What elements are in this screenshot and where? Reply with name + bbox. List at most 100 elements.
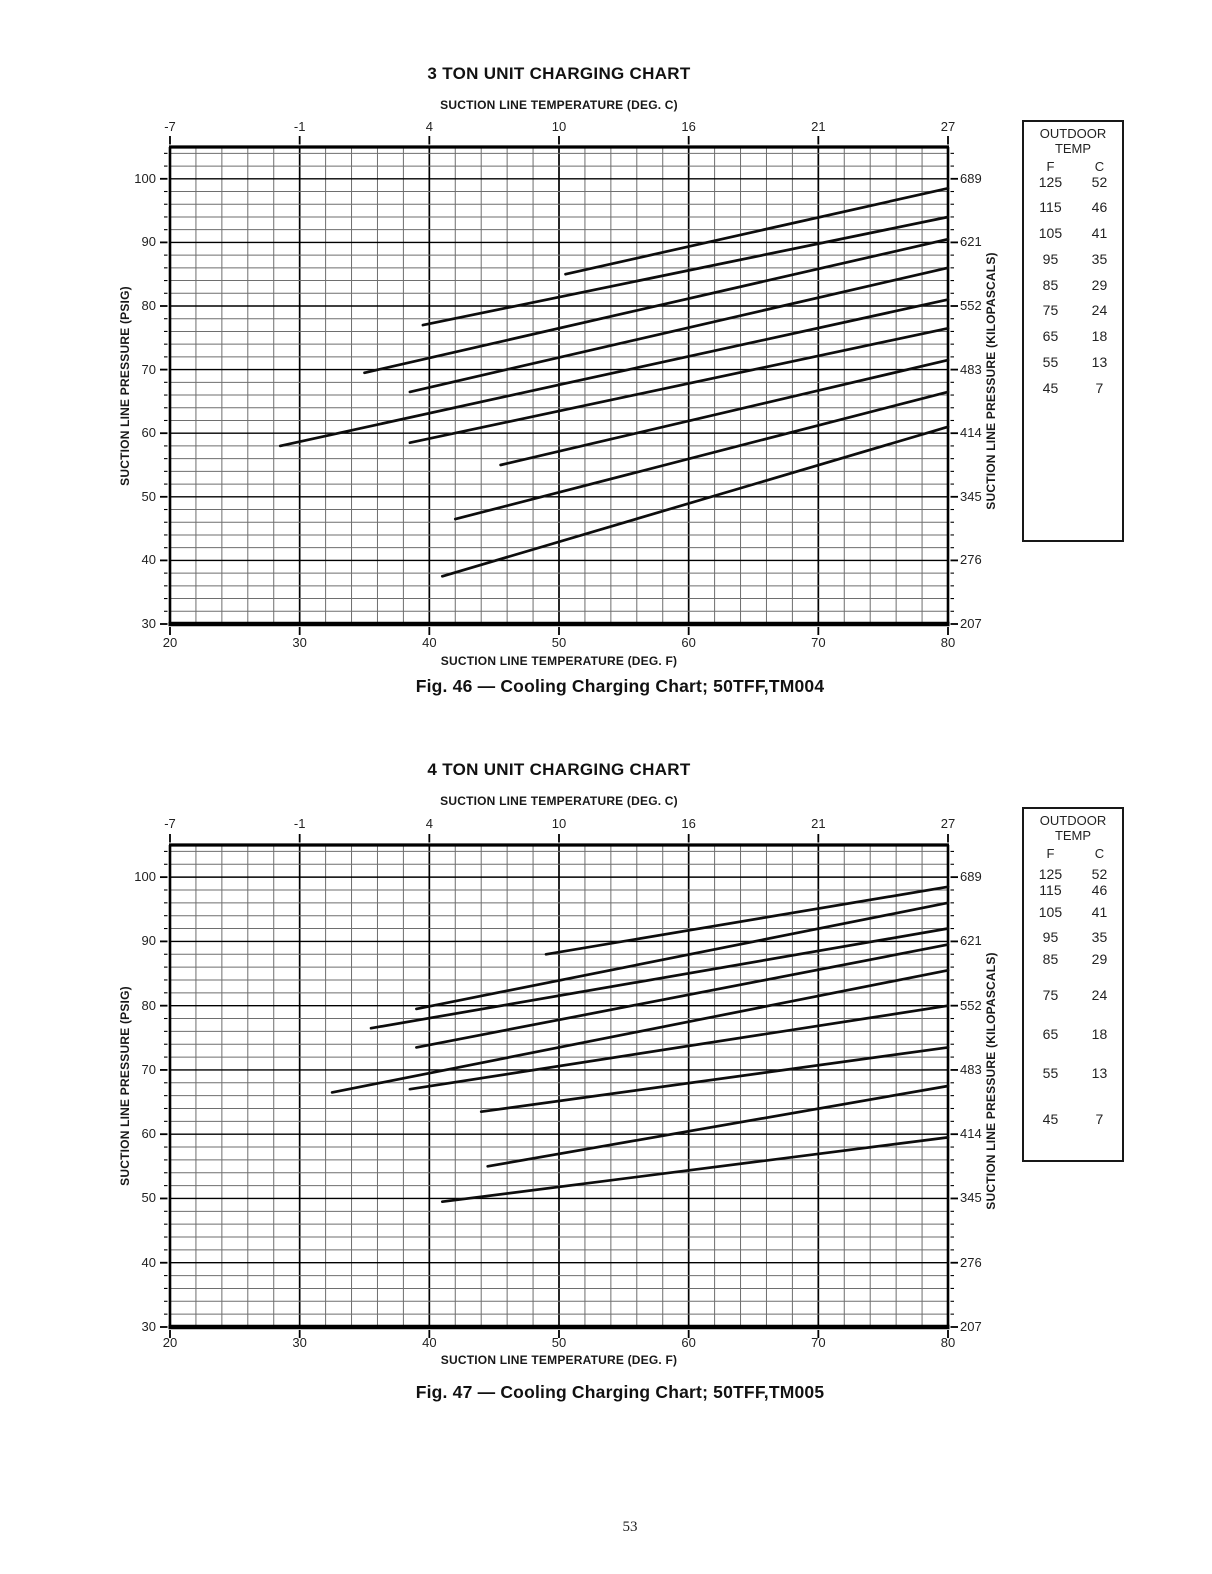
x-tick-label-c: 10 <box>551 119 567 134</box>
legend-value-c: 29 <box>1091 951 1108 967</box>
y-tick-label-psig: 50 <box>141 1190 156 1206</box>
legend-row: 105 41 <box>1024 904 1122 920</box>
charging-line-outdoor-115F <box>415 901 950 1011</box>
legend-row: 65 18 <box>1024 1026 1122 1042</box>
y-tick-label-kpa: 552 <box>960 997 982 1013</box>
charging-line-outdoor-95F <box>408 266 950 394</box>
legend-value-f: 85 <box>1042 277 1059 293</box>
x-tick-label-f: 70 <box>811 635 826 650</box>
legend-column-headers: F C <box>1024 846 1122 861</box>
charging-lines <box>278 186 950 578</box>
x-tick-label-c: 27 <box>940 119 956 134</box>
y-tick-label-psig: 30 <box>141 1319 156 1334</box>
y-tick-label-psig: 30 <box>141 616 156 631</box>
y-tick-label-psig: 40 <box>141 1254 156 1270</box>
x-tick-label-f: 20 <box>162 635 178 650</box>
legend-value-f: 105 <box>1038 225 1063 241</box>
legend-row: 55 13 <box>1024 1065 1122 1081</box>
x-tick-label-f: 40 <box>422 1335 437 1350</box>
x-tick-label-f: 80 <box>940 1335 956 1350</box>
right-axis-label: SUCTION LINE PRESSURE (KILOPASCALS) <box>984 952 998 1210</box>
chart-canvas <box>160 834 958 1338</box>
legend-value-c: 13 <box>1091 1065 1108 1081</box>
y-tick-label-kpa: 689 <box>960 170 982 186</box>
y-tick-label-kpa: 414 <box>960 425 982 441</box>
y-tick-label-kpa: 689 <box>960 869 982 885</box>
charging-line-outdoor-125F <box>564 186 950 276</box>
charging-line-outdoor-85F <box>330 968 950 1094</box>
y-tick-label-kpa: 483 <box>960 361 982 377</box>
x-tick-label-f: 30 <box>292 1335 307 1350</box>
outdoor-temp-legend: OUTDOOR TEMP F C 125 52 115 46 105 41 95 35 85 29… <box>1022 120 1124 542</box>
legend-value-f: 95 <box>1042 251 1059 267</box>
legend-col-f: F <box>1046 846 1055 861</box>
y-tick-label-psig: 80 <box>141 997 156 1013</box>
charging-line-outdoor-105F <box>369 927 950 1030</box>
legend-column-headers: F C <box>1024 159 1122 174</box>
figure-caption: Fig. 47 — Cooling Charging Chart; 50TFF,… <box>415 1382 825 1402</box>
legend-row: 105 41 <box>1024 225 1122 241</box>
x-tick-label-f: 60 <box>681 1335 696 1350</box>
legend-col-c: C <box>1094 846 1105 861</box>
legend-row: 85 29 <box>1024 951 1122 967</box>
y-tick-label-kpa: 345 <box>960 1190 982 1206</box>
x-tick-label-c: 4 <box>425 119 433 134</box>
legend-row: 125 52 <box>1024 174 1122 190</box>
right-axis-label: SUCTION LINE PRESSURE (KILOPASCALS) <box>984 252 998 510</box>
y-tick-label-kpa: 276 <box>960 552 982 568</box>
x-tick-label-f: 40 <box>422 635 437 650</box>
legend-value-f: 125 <box>1038 866 1063 882</box>
charging-line-outdoor-85F <box>278 298 950 448</box>
legend-value-f: 55 <box>1042 354 1059 370</box>
charging-lines <box>330 885 950 1204</box>
legend-col-c: C <box>1094 159 1105 174</box>
legend-col-f: F <box>1046 159 1055 174</box>
y-tick-label-psig: 40 <box>141 552 156 568</box>
x-tick-label-c: -1 <box>293 119 306 134</box>
left-axis-label: SUCTION LINE PRESSURE (PSIG) <box>118 986 132 1186</box>
outdoor-temp-legend: OUTDOOR TEMP F C 125 52 115 46 105 41 95 35 85 29… <box>1022 807 1124 1162</box>
legend-row: 125 52 <box>1024 866 1122 882</box>
axis-tick-marks <box>160 834 958 1338</box>
legend-value-f: 95 <box>1042 929 1059 945</box>
chart-title: 4 TON UNIT CHARGING CHART <box>427 760 691 779</box>
y-tick-label-psig: 100 <box>134 869 156 885</box>
legend-row: 115 46 <box>1024 882 1122 898</box>
charging-line-outdoor-75F <box>408 326 950 445</box>
legend-row: 75 24 <box>1024 987 1122 1003</box>
x-tick-label-f: 30 <box>292 635 307 650</box>
legend-value-f: 75 <box>1042 302 1059 318</box>
y-tick-label-psig: 90 <box>141 933 156 949</box>
legend-value-c: 24 <box>1091 987 1108 1003</box>
legend-value-f: 85 <box>1042 951 1059 967</box>
y-tick-label-psig: 90 <box>141 234 156 250</box>
figure-caption: Fig. 46 — Cooling Charging Chart; 50TFF,… <box>415 676 825 696</box>
chart-title: 3 TON UNIT CHARGING CHART <box>427 64 691 83</box>
legend-value-c: 7 <box>1095 380 1104 396</box>
x-tick-label-c: -7 <box>164 816 176 831</box>
x-tick-label-c: 21 <box>811 816 826 831</box>
y-tick-label-kpa: 552 <box>960 298 982 313</box>
legend-value-f: 45 <box>1042 380 1059 396</box>
legend-row: 45 7 <box>1024 380 1122 396</box>
charging-line-outdoor-115F <box>421 215 950 327</box>
y-tick-label-kpa: 483 <box>960 1061 982 1077</box>
charging-line-outdoor-95F <box>415 943 950 1049</box>
chart-canvas <box>160 136 958 635</box>
legend-value-c: 35 <box>1091 251 1108 267</box>
page-number: 53 <box>622 1519 638 1535</box>
charging-line-outdoor-105F <box>363 237 950 375</box>
legend-value-f: 55 <box>1042 1065 1059 1081</box>
x-tick-label-f: 50 <box>551 635 567 650</box>
bottom-axis-label: SUCTION LINE TEMPERATURE (DEG. F) <box>440 654 678 668</box>
x-tick-label-f: 50 <box>551 1335 567 1350</box>
x-tick-label-c: -7 <box>164 119 176 134</box>
charging-line-outdoor-75F <box>408 1004 950 1091</box>
legend-value-f: 65 <box>1042 1026 1059 1042</box>
charging-line-outdoor-45F <box>440 1136 950 1204</box>
x-tick-label-c: -1 <box>293 816 306 831</box>
legend-row: 85 29 <box>1024 277 1122 293</box>
legend-value-c: 46 <box>1091 882 1108 898</box>
y-tick-label-psig: 60 <box>141 1126 156 1142</box>
bottom-axis-label: SUCTION LINE TEMPERATURE (DEG. F) <box>440 1353 678 1367</box>
